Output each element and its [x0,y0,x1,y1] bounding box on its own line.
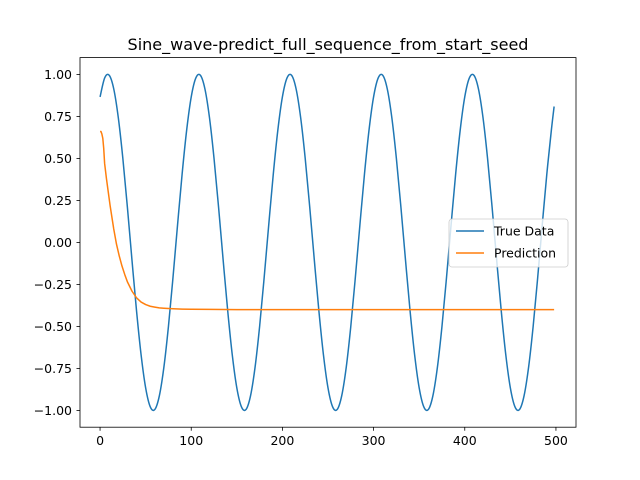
y-tick-label: 0.00 [44,235,72,250]
y-tick-label: −1.00 [34,403,72,418]
legend-label-true-data: True Data [493,224,554,239]
x-tick-label: 100 [179,433,203,448]
series-line-true-data [99,73,555,412]
x-tick-label: 300 [362,433,386,448]
y-tick-label: 1.00 [44,67,72,82]
x-tick-label: 0 [96,433,104,448]
y-tick-label: −0.75 [34,361,72,376]
y-tick-label: −0.25 [34,277,72,292]
chart-title: Sine_wave-predict_full_sequence_from_sta… [128,35,529,55]
series-layer [99,73,555,412]
y-axis: 1.00 0.75 0.50 0.25 0.00 −0.25 −0.50 −0.75 −1.00 [34,67,80,418]
x-tick-label: 500 [544,433,568,448]
legend: True Data Prediction [448,218,569,268]
y-tick-label: 0.25 [44,193,72,208]
legend-label-prediction: Prediction [494,246,556,261]
y-tick-label: 0.50 [44,151,72,166]
x-tick-label: 200 [270,433,294,448]
x-tick-label: 400 [453,433,477,448]
series-line-prediction [100,130,555,311]
y-tick-label: 0.75 [44,109,72,124]
y-tick-label: −0.50 [34,319,72,334]
x-axis: 0 100 200 300 400 500 [96,427,568,448]
